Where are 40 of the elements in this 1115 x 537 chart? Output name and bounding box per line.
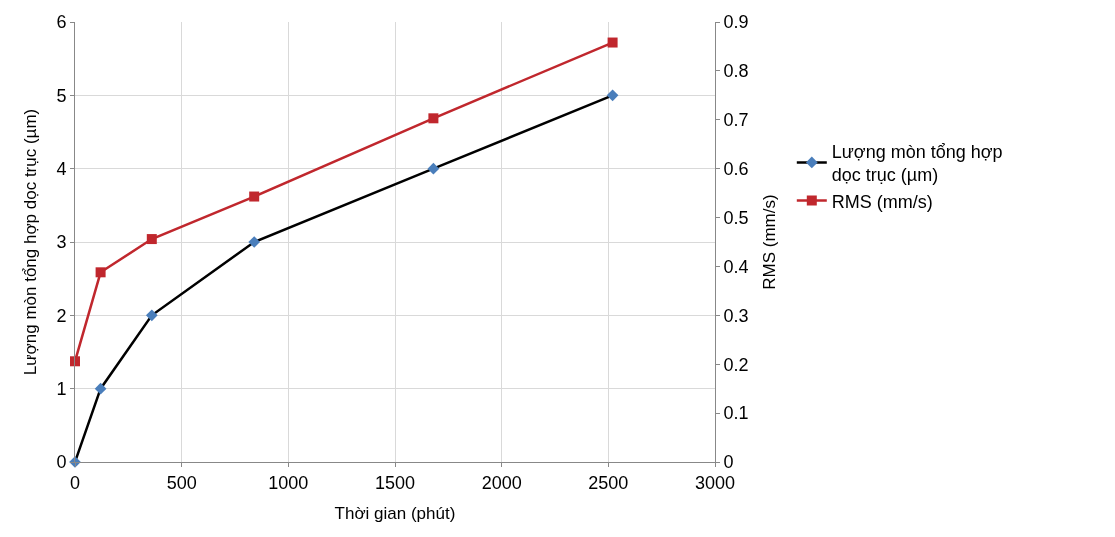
x-axis-title: Thời gian (phút) <box>334 504 456 523</box>
y2-tick-label: 0.4 <box>723 256 749 277</box>
legend-label: Lượng mòn tổng hợp dọc trục (µm) <box>831 141 1003 186</box>
point <box>146 234 157 245</box>
y2-tick-label: 0 <box>723 452 734 473</box>
y-tick-label: 3 <box>56 232 67 253</box>
y2-tick-label: 0.3 <box>723 305 749 326</box>
y-axis-title: Lượng mòn tổng hợp dọc trục (µm) <box>20 108 40 376</box>
x-tick-label: 1000 <box>268 472 309 493</box>
y-tick-label: 0 <box>56 452 67 473</box>
point <box>427 162 440 175</box>
x-tick-label: 2500 <box>588 472 629 493</box>
point <box>607 37 618 48</box>
point <box>95 267 106 278</box>
y-tick-label: 6 <box>56 12 67 33</box>
y-tick-label: 4 <box>56 158 67 179</box>
x-tick-label: 3000 <box>694 472 736 493</box>
x-tick-label: 500 <box>166 472 197 493</box>
y2-tick-label: 0.6 <box>723 158 749 179</box>
y2-tick-label: 0.1 <box>723 403 749 424</box>
y2-tick-label: 0.5 <box>723 207 749 228</box>
point <box>249 191 260 202</box>
point <box>145 309 158 322</box>
y-tick-label: 5 <box>56 85 67 106</box>
y2-tick-label: 0.9 <box>723 12 749 33</box>
point <box>606 89 619 102</box>
point <box>94 382 107 395</box>
y2-tick-label: 0.8 <box>723 61 749 82</box>
y2-tick-label: 0.2 <box>723 354 749 375</box>
point <box>248 236 261 248</box>
point <box>70 356 80 367</box>
y-tick-label: 2 <box>56 305 67 326</box>
point <box>428 113 439 124</box>
x-tick-label: 0 <box>69 472 81 493</box>
legend-label: RMS (mm/s) <box>831 191 933 212</box>
x-tick-label: 2000 <box>481 472 522 493</box>
x-tick-label: 1500 <box>374 472 416 493</box>
y2-tick-label: 0.7 <box>723 110 749 131</box>
y2-axis-title: RMS (mm/s) <box>760 194 780 290</box>
y-tick-label: 1 <box>56 378 67 399</box>
